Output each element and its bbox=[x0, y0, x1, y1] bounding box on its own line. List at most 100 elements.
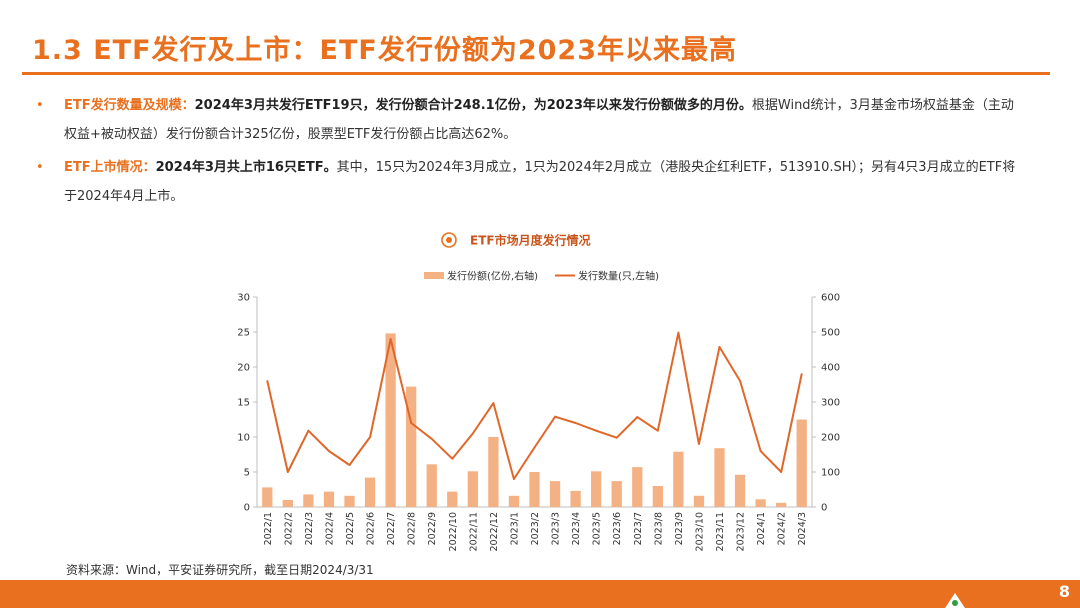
bar bbox=[262, 487, 273, 507]
right-tick-label: 400 bbox=[821, 363, 840, 374]
footer-bar bbox=[0, 580, 1080, 608]
x-tick-label: 2024/2 bbox=[777, 512, 788, 545]
bar bbox=[632, 467, 643, 507]
x-tick-label: 2022/3 bbox=[304, 512, 315, 545]
bullet-dot-icon: • bbox=[36, 160, 44, 175]
line-point bbox=[328, 450, 330, 452]
right-tick-label: 100 bbox=[821, 468, 840, 479]
line-point bbox=[677, 331, 680, 334]
line-point bbox=[554, 415, 556, 418]
x-tick-label: 2022/10 bbox=[448, 512, 459, 551]
x-tick-label: 2023/5 bbox=[592, 512, 603, 545]
line-point bbox=[739, 380, 741, 382]
line-point bbox=[698, 443, 700, 445]
line-point bbox=[286, 471, 289, 473]
bullet-list: • ETF发行数量及规模：2024年3月共发行ETF19只，发行份额合计248.… bbox=[36, 91, 1026, 215]
bar bbox=[385, 333, 396, 507]
x-tick-label: 2023/3 bbox=[551, 512, 562, 545]
source-note: 资料来源：Wind，平安证券研究所，截至日期2024/3/31 bbox=[66, 563, 374, 577]
legend-line-label: 发行数量(只,左轴) bbox=[578, 270, 659, 283]
legend-bar-swatch bbox=[424, 272, 444, 279]
chart-title: ETF市场月度发行情况 bbox=[470, 233, 591, 248]
line-point bbox=[574, 422, 577, 424]
bar bbox=[426, 464, 437, 507]
line-point bbox=[492, 402, 495, 404]
chart-legend: 发行份额(亿份,右轴) 发行数量(只,左轴) bbox=[424, 270, 659, 283]
bar bbox=[796, 419, 807, 507]
bar bbox=[570, 490, 581, 507]
line-point bbox=[656, 429, 659, 432]
left-tick-label: 30 bbox=[237, 293, 250, 304]
bar bbox=[406, 386, 417, 507]
bar bbox=[303, 494, 314, 507]
left-tick-label: 0 bbox=[244, 503, 250, 514]
line-point bbox=[451, 457, 454, 460]
bar bbox=[591, 471, 602, 507]
right-tick-label: 200 bbox=[821, 433, 840, 444]
x-tick-label: 2023/8 bbox=[653, 512, 664, 545]
bar bbox=[734, 474, 746, 507]
line-point bbox=[800, 373, 803, 375]
right-tick-label: 500 bbox=[821, 328, 840, 339]
x-tick-label: 2022/9 bbox=[427, 512, 438, 545]
left-tick-label: 25 bbox=[237, 328, 250, 339]
x-tick-label: 2023/7 bbox=[633, 512, 644, 545]
bullet-lead: ETF上市情况： bbox=[64, 160, 156, 175]
x-tick-label: 2024/1 bbox=[756, 512, 767, 545]
line-point bbox=[307, 429, 310, 432]
x-tick-label: 2022/2 bbox=[283, 512, 294, 545]
bullet-strong: 2024年3月共发行ETF19只，发行份额合计248.1亿份，为2023年以来发… bbox=[194, 98, 752, 113]
line-point bbox=[513, 478, 515, 480]
bullet-issuance: • ETF发行数量及规模：2024年3月共发行ETF19只，发行份额合计248.… bbox=[36, 91, 1026, 149]
bar bbox=[344, 495, 355, 507]
bar bbox=[508, 495, 520, 507]
chart-title-icon bbox=[441, 232, 457, 248]
x-tick-label: 2023/11 bbox=[715, 512, 726, 551]
x-tick-label: 2023/6 bbox=[612, 512, 623, 545]
left-tick-label: 5 bbox=[244, 468, 250, 479]
issuance-count-line bbox=[266, 331, 803, 480]
right-tick-label: 0 bbox=[821, 503, 827, 514]
bar bbox=[323, 491, 335, 507]
bar bbox=[529, 472, 540, 507]
bar bbox=[611, 481, 622, 507]
bar bbox=[755, 499, 766, 507]
right-tick-label: 300 bbox=[821, 398, 840, 409]
line-point bbox=[389, 338, 392, 340]
line-point bbox=[718, 346, 721, 348]
x-tick-label: 2022/8 bbox=[407, 512, 418, 545]
x-tick-label: 2023/9 bbox=[674, 512, 685, 545]
bullet-text: 根据Wind统计，3月基金市场权益基金（主动权益+被动权益）发行份额合计325亿… bbox=[64, 98, 1014, 142]
bullet-strong: 2024年3月共上市16只ETF。 bbox=[155, 160, 337, 175]
line-point bbox=[471, 432, 474, 435]
x-tick-label: 2023/2 bbox=[530, 512, 541, 545]
chart-title-group: ETF市场月度发行情况 bbox=[441, 232, 591, 248]
x-tick-label: 2022/7 bbox=[386, 512, 397, 545]
bar bbox=[652, 486, 663, 507]
line-point bbox=[369, 436, 371, 438]
chart-title-icon-dot bbox=[446, 237, 452, 243]
x-tick-label: 2023/10 bbox=[694, 512, 705, 551]
page-number: 8 bbox=[1058, 582, 1070, 601]
x-tick-label: 2022/11 bbox=[468, 512, 479, 551]
x-tick-label: 2022/1 bbox=[263, 512, 274, 545]
line-point bbox=[348, 464, 351, 466]
x-tick-label: 2023/12 bbox=[736, 512, 747, 551]
x-tick-label: 2024/3 bbox=[797, 512, 808, 545]
bar bbox=[282, 500, 293, 507]
title-rule bbox=[22, 72, 1050, 75]
line-point bbox=[615, 436, 618, 439]
x-tick-label: 2022/6 bbox=[366, 512, 377, 545]
logo-icon bbox=[945, 593, 965, 608]
line-point bbox=[430, 437, 433, 440]
bar bbox=[364, 477, 376, 507]
x-tick-label: 2022/12 bbox=[489, 512, 500, 551]
line-point bbox=[759, 450, 762, 452]
line-point bbox=[780, 471, 783, 473]
bar bbox=[467, 471, 478, 507]
line-point bbox=[410, 422, 413, 424]
left-tick-label: 20 bbox=[237, 363, 250, 374]
left-tick-label: 10 bbox=[237, 433, 250, 444]
bullet-text: 其中，15只为2024年3月成立，1只为2024年2月成立（港股央企红利ETF，… bbox=[64, 160, 1016, 204]
